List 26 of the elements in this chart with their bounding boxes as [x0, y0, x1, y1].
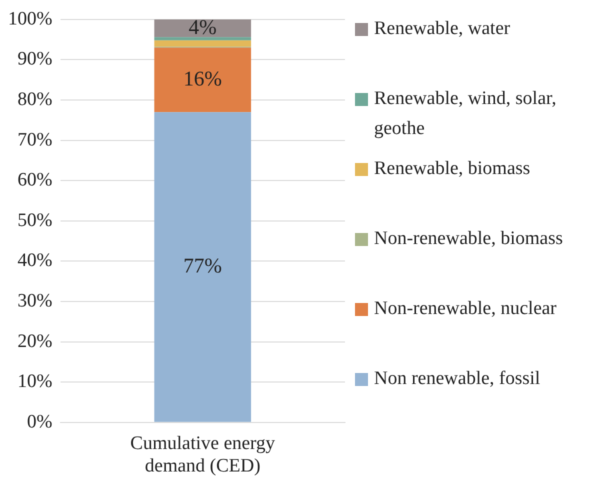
y-tick-label: 10%: [18, 371, 52, 392]
y-tick-label: 80%: [18, 88, 52, 110]
data-label: 4%: [188, 14, 217, 39]
y-tick-label: 60%: [18, 170, 52, 191]
bar: [154, 112, 252, 422]
bar: [154, 40, 252, 47]
y-tick-label: 40%: [18, 250, 52, 272]
data-label: 77%: [183, 254, 222, 278]
legend-label: Non-renewable, nuclear: [374, 297, 557, 321]
legend-label: Non-renewable, biomass: [374, 227, 563, 251]
legend-label: Renewable, water: [374, 17, 510, 41]
legend-label: Renewable, wind, solar, geothe: [374, 87, 558, 141]
bar: [154, 19, 252, 38]
data-label: 16%: [183, 66, 222, 90]
bar: [154, 48, 252, 112]
y-tick-label: 20%: [18, 330, 52, 352]
y-tick-label: 100%: [8, 8, 52, 30]
y-tick-label: 50%: [18, 210, 52, 231]
y-tick-label: 70%: [18, 129, 52, 150]
y-tick-label: 90%: [18, 48, 52, 70]
x-tick-label: Cumulative energy demand (CED): [130, 432, 276, 477]
legend-label: Non renewable, fossil: [374, 367, 540, 391]
y-tick-label: 0%: [27, 411, 52, 432]
legend-label: Renewable, biomass: [374, 157, 530, 181]
y-tick-label: 30%: [18, 290, 52, 312]
bar: [154, 37, 252, 40]
